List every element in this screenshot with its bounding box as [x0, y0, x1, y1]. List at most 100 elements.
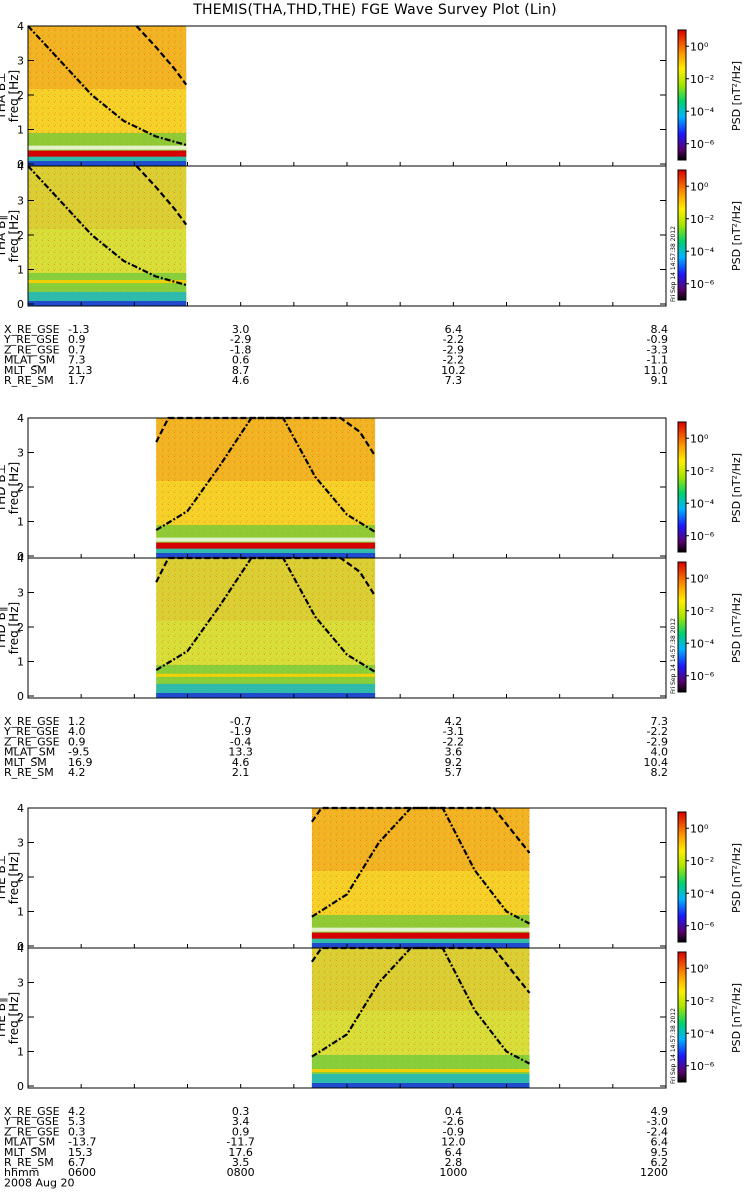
orbit-value: 6.4 — [445, 323, 463, 336]
y-axis-label: freq [Hz] — [7, 852, 21, 904]
orbit-value: 21.3 — [68, 364, 93, 377]
cyclotron-curve-dash — [135, 25, 188, 86]
spectrogram-noise-floor — [311, 943, 530, 948]
orbit-table-thd: X_RE_GSE 1.2 -0.7 4.2 7.3 Y_RE_GSE 4.0 -1.9 -3.1… — [3, 715, 668, 779]
orbit-row-label: X_RE_GSE — [4, 1105, 60, 1118]
time-tick-label: 1200 — [640, 1166, 668, 1179]
orbit-value: -2.6 — [443, 1115, 464, 1128]
orbit-value: 6.2 — [651, 1156, 669, 1169]
spectrogram-noise-floor — [28, 301, 187, 306]
colorbar-tick-label: 10⁻⁶ — [690, 138, 715, 151]
orbit-value: 16.9 — [68, 756, 93, 769]
wave-band — [28, 280, 187, 284]
cyclotron-curve-dash — [135, 165, 188, 226]
orbit-value: 3.0 — [232, 323, 250, 336]
spectrogram-noise-floor — [156, 553, 376, 558]
panel-thd-par: 0 1 2 3 4 freq [Hz]THD B∥ 10⁰ 10⁻² 10⁻⁴ 10⁻⁶ PSD [… — [0, 552, 743, 703]
colorbar-label: PSD [nT²/Hz] — [730, 201, 743, 271]
y-tick-label: 1 — [17, 264, 24, 277]
orbit-value: -1.1 — [647, 354, 668, 367]
orbit-value: 0.9 — [232, 1125, 250, 1138]
colorbar — [677, 561, 687, 693]
orbit-value: 0.7 — [68, 343, 86, 356]
y-tick-label: 2 — [17, 229, 24, 242]
colorbar-tick-label: 10⁻⁴ — [690, 637, 715, 650]
colorbar — [677, 951, 687, 1083]
wave-band — [156, 673, 376, 677]
colorbar-tick-label: 10⁻⁴ — [690, 497, 715, 510]
orbit-value: 4.2 — [68, 766, 86, 779]
orbit-value: -1.8 — [230, 343, 251, 356]
orbit-value: -2.4 — [647, 1125, 668, 1138]
orbit-value: 1.2 — [68, 715, 86, 728]
orbit-value: 9.2 — [445, 756, 463, 769]
wave-band — [28, 150, 187, 157]
orbit-value: 4.6 — [232, 756, 250, 769]
wave-band-gap — [28, 145, 187, 150]
orbit-value: 8.2 — [651, 766, 669, 779]
wave-band — [311, 932, 530, 939]
spectrogram-noise-floor — [311, 1083, 530, 1088]
orbit-row-label: MLT_SM — [4, 364, 47, 377]
y-tick-label: 3 — [17, 447, 24, 460]
spectrogram-noise-floor — [156, 693, 376, 698]
y-tick-label: 2 — [17, 89, 24, 102]
orbit-value: 6.7 — [68, 1156, 86, 1169]
orbit-value: -3.0 — [647, 1115, 668, 1128]
time-axis: hhmm 0600 0800 1000 1200 2008 Aug 20 — [4, 1166, 668, 1190]
orbit-value: -0.4 — [230, 735, 251, 748]
y-tick-label: 4 — [17, 412, 24, 425]
orbit-value: 17.6 — [228, 1146, 253, 1159]
y-tick-label: 1 — [17, 906, 24, 919]
panel-tha-perp: 0 1 2 3 4 freq [Hz]THA B⊥ 10⁰ 10⁻² 10⁻⁴ 10⁻⁶ PSD [… — [0, 20, 743, 171]
orbit-value: 0.9 — [68, 333, 86, 346]
colorbar-tick-label: 10⁻² — [690, 73, 714, 86]
y-tick-label: 0 — [17, 690, 24, 703]
colorbar-tick-label: 10⁻² — [690, 605, 714, 618]
y-tick-label: 0 — [17, 158, 24, 171]
timestamp-stamp: Fri Sep 14 14:57:38 2012 — [670, 1008, 677, 1084]
orbit-value: -3.3 — [647, 343, 668, 356]
orbit-row-label: MLT_SM — [4, 756, 47, 769]
orbit-row-label: Y_RE_GSE — [3, 1115, 59, 1128]
y-tick-label: 4 — [17, 20, 24, 33]
colorbar-tick-label: 10⁻⁴ — [690, 887, 715, 900]
orbit-row-label: MLAT_SM — [4, 746, 55, 759]
orbit-value: -0.9 — [647, 333, 668, 346]
y-axis-label: freq [Hz] — [7, 992, 21, 1044]
time-tick-label: 1000 — [439, 1166, 467, 1179]
orbit-value: 9.1 — [651, 374, 669, 387]
orbit-row-label: Z_RE_GSE — [4, 343, 60, 356]
orbit-row-label: MLAT_SM — [4, 1136, 55, 1149]
orbit-value: -2.2 — [443, 333, 464, 346]
plot-title: THEMIS(THA,THD,THE) FGE Wave Survey Plot… — [193, 2, 557, 18]
colorbar-tick-label: 10⁻⁶ — [690, 670, 715, 683]
colorbar — [677, 29, 687, 161]
y-tick-label: 3 — [17, 55, 24, 68]
orbit-value: -2.2 — [443, 354, 464, 367]
colorbar-label: PSD [nT²/Hz] — [730, 983, 743, 1053]
orbit-value: 4.2 — [68, 1105, 86, 1118]
orbit-value: 13.3 — [228, 746, 253, 759]
orbit-value: 2.1 — [232, 766, 250, 779]
panel-the-par: 0 1 2 3 4 freq [Hz]THE B∥ 10⁰ 10⁻² 10⁻⁴ 10⁻⁶ PSD [… — [0, 942, 743, 1093]
orbit-value: -2.2 — [647, 725, 668, 738]
colorbar-tick-label: 10⁰ — [690, 572, 709, 585]
timestamp-stamp: Fri Sep 14 14:57:38 2012 — [670, 226, 677, 302]
orbit-value: 11.0 — [644, 364, 669, 377]
orbit-value: -0.7 — [230, 715, 251, 728]
time-tick-label: 0600 — [68, 1166, 96, 1179]
spectrogram-noise-floor — [28, 161, 187, 166]
panel-thd-perp: 0 1 2 3 4 freq [Hz]THD B⊥ 10⁰ 10⁻² 10⁻⁴ 10⁻⁶ PSD [… — [0, 412, 743, 563]
orbit-value: 3.6 — [445, 746, 463, 759]
wave-band-gap — [156, 537, 376, 542]
colorbar-tick-label: 10⁻⁶ — [690, 278, 715, 291]
orbit-value: 10.2 — [441, 364, 466, 377]
orbit-row-label: Y_RE_GSE — [3, 725, 59, 738]
panel-label: THA B∥ — [0, 215, 8, 259]
date-label: 2008 Aug 20 — [4, 1177, 74, 1190]
wave-band — [156, 542, 376, 549]
